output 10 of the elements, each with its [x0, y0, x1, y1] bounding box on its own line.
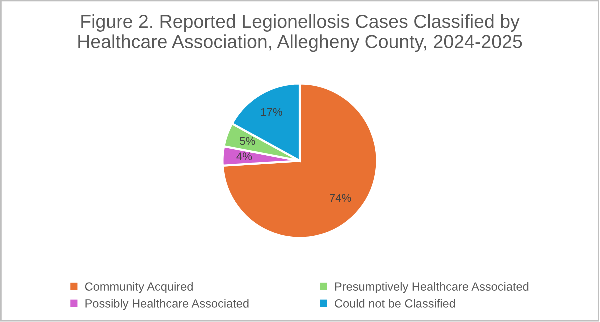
- data-label: 4%: [236, 152, 252, 160]
- legend-label: Presumptively Healthcare Associated: [335, 282, 529, 294]
- data-label: 5%: [240, 137, 256, 146]
- legend-label: Could not be Classified: [335, 299, 456, 308]
- data-label: 74%: [330, 194, 352, 202]
- data-label: 17%: [261, 108, 282, 116]
- chart-title: Figure 2. Reported Legionellosis Cases Classified by Healthcare Association, Allegheny County, 2024-2025: [78, 14, 522, 52]
- pie-slice: [222, 82, 378, 240]
- legend-label: Possibly Healthcare Associated: [86, 299, 249, 310]
- legend-label: Community Acquired: [85, 282, 193, 294]
